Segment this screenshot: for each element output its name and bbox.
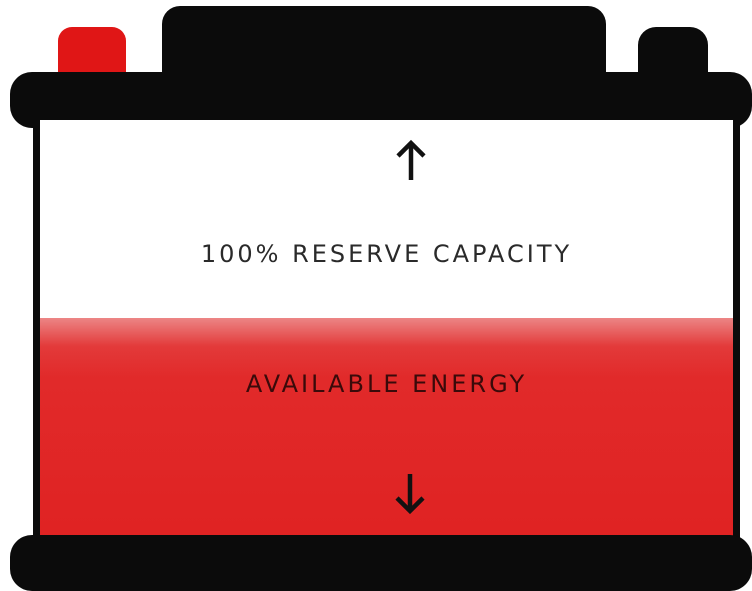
available-energy-section: AVAILABLE ENERGY [40,318,733,550]
negative-terminal [638,27,708,79]
reserve-capacity-section: 100% RESERVE CAPACITY [40,120,733,318]
arrow-down-icon [395,474,425,515]
battery-lid [10,72,752,128]
battery-body: 100% RESERVE CAPACITY AVAILABLE ENERGY [33,120,740,550]
positive-terminal [58,27,126,79]
battery-base [10,535,752,591]
arrow-up-icon [396,139,426,180]
available-energy-label: AVAILABLE ENERGY [245,370,528,398]
reserve-capacity-label: 100% RESERVE CAPACITY [200,240,573,268]
